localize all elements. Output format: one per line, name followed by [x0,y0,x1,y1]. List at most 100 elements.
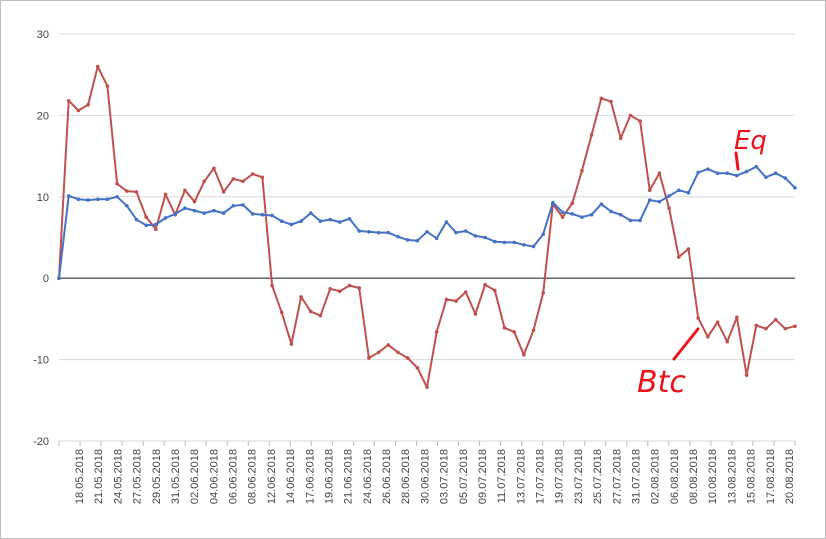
series-point-1 [154,222,158,227]
eq-pointer-stroke [734,151,740,171]
series-point-1 [299,219,303,224]
series-point-0 [308,309,313,314]
series-point-1 [744,169,749,174]
series-point-1 [183,206,187,210]
series-point-0 [522,352,526,357]
x-tick-label: 31.07.2018 [630,449,642,504]
series-point-0 [279,310,284,315]
series-point-0 [95,64,100,69]
series-point-1 [134,217,139,222]
btc-pointer-stroke [672,327,700,361]
series-point-0 [241,179,245,184]
series-point-1 [231,203,236,208]
series-point-1 [115,195,119,199]
series-point-0 [570,201,575,206]
series-point-0 [415,365,420,370]
x-tick-label: 11.07.2018 [496,449,508,503]
series-point-0 [250,172,255,176]
series-point-1 [318,219,323,224]
y-tick-label: -10 [33,355,49,367]
x-tick-label: 10.08.2018 [707,449,719,504]
series-line-1 [58,165,796,279]
series-point-1 [657,199,662,204]
series-point-1 [754,164,759,169]
x-tick-label: 17.06.2018 [304,449,316,504]
series-point-1 [706,167,710,171]
series-point-0 [657,171,662,175]
series-point-0 [444,297,449,302]
series-point-1 [396,234,400,239]
series-point-0 [231,177,236,181]
series-point-1 [551,200,555,205]
series-point-1 [667,194,671,198]
x-tick-label: 15.08.2018 [746,449,758,504]
series-point-0 [483,282,487,287]
x-tick-label: 12.06.2018 [266,449,278,504]
series-point-1 [241,203,245,207]
series-point-1 [454,230,458,235]
series-point-0 [202,179,207,184]
series-point-1 [560,210,565,215]
series-point-0 [289,342,294,346]
series-point-0 [706,335,710,339]
series-point-0 [76,108,81,113]
series-point-0 [115,181,119,186]
series-point-0 [144,215,148,219]
series-point-0 [376,350,381,355]
series-point-0 [560,215,565,219]
series-point-0 [386,343,391,347]
series-point-0 [541,291,546,295]
series-point-1 [725,171,730,175]
x-tick-label: 04.06.2018 [208,449,220,504]
x-tick-label: 24.06.2018 [362,449,374,504]
series-point-1 [338,220,342,224]
x-tick-label: 18.05.2018 [74,449,86,504]
series-point-1 [686,190,691,195]
x-tick-label: 02.08.2018 [650,449,662,504]
series-point-0 [328,286,332,291]
series-point-0 [367,356,371,360]
x-tick-label: 05.07.2018 [458,449,470,504]
x-tick-label: 09.07.2018 [477,449,489,504]
series-point-0 [347,283,352,288]
x-tick-label: 24.05.2018 [112,449,124,504]
series-point-0 [676,255,681,259]
series-point-1 [628,218,633,223]
series-point-0 [599,96,604,101]
x-tick-label: 13.08.2018 [726,449,738,504]
series-point-0 [492,288,497,293]
x-tick-label: 25.07.2018 [592,449,604,504]
series-point-0 [531,328,536,333]
series-point-0 [502,326,507,330]
x-tick-label: 06.08.2018 [669,449,681,504]
x-tick-label: 13.07.2018 [515,449,527,504]
series-point-0 [773,317,778,322]
series-point-0 [686,247,691,251]
series-point-0 [735,315,739,320]
series-point-1 [444,220,449,224]
series-point-1 [502,240,507,245]
x-tick-label: 21.05.2018 [93,449,105,504]
series-point-0 [183,188,187,193]
series-point-1 [783,176,788,180]
series-point-0 [744,373,749,377]
series-point-0 [405,356,410,360]
series-point-0 [260,175,265,180]
series-point-1 [415,238,420,243]
x-tick-label: 26.06.2018 [381,449,393,504]
x-tick-label: 19.06.2018 [323,449,335,504]
y-tick-label: 0 [43,273,49,285]
x-tick-label: 27.05.2018 [132,449,144,504]
x-tick-label: 19.07.2018 [554,449,566,504]
series-point-0 [580,168,584,173]
series-point-1 [221,211,226,215]
series-point-0 [473,312,478,316]
series-point-1 [308,211,313,215]
y-tick-label: -20 [33,436,49,448]
series-point-0 [589,133,594,137]
y-tick-label: 20 [37,110,49,122]
series-point-0 [357,286,362,290]
x-tick-label: 31.05.2018 [170,449,182,504]
series-point-1 [793,186,797,190]
